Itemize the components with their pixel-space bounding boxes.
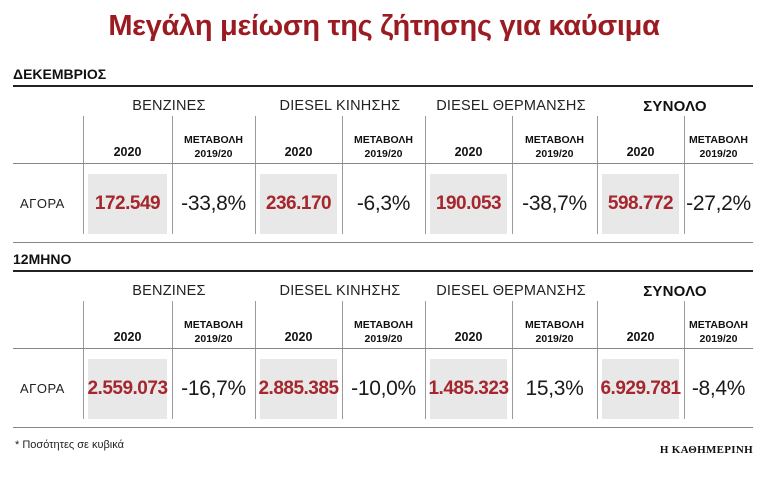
- change-header-line1: ΜΕΤΑΒΟΛΗ: [353, 134, 414, 146]
- change-cell: -16,7%: [181, 377, 246, 400]
- column-separator: [512, 301, 513, 419]
- change-header-line1: ΜΕΤΑΒΟΛΗ: [688, 134, 749, 146]
- column-separator: [83, 301, 84, 419]
- column-separator: [172, 116, 173, 234]
- column-separator: [597, 116, 598, 234]
- column-separator: [342, 116, 343, 234]
- column-separator: [255, 116, 256, 234]
- change-header: ΜΕΤΑΒΟΛΗ 2019/20: [512, 133, 597, 161]
- footnote: * Ποσότητες σε κυβικά: [15, 439, 124, 451]
- change-header-line1: ΜΕΤΑΒΟΛΗ: [353, 319, 414, 331]
- change-header: ΜΕΤΑΒΟΛΗ 2019/20: [684, 133, 753, 161]
- change-header-line2: 2019/20: [535, 148, 574, 160]
- column-group-header: DIESEL ΚΙΝΗΣΗΣ: [279, 283, 401, 299]
- column-separator: [425, 116, 426, 234]
- column-group-header: ΣΥΝΟΛΟ: [643, 283, 707, 300]
- row-label: ΑΓΟΡΑ: [20, 381, 65, 396]
- change-header: ΜΕΤΑΒΟΛΗ 2019/20: [172, 133, 255, 161]
- section-label: ΔΕΚΕΜΒΡΙΟΣ: [13, 66, 107, 82]
- change-header-line1: ΜΕΤΑΒΟΛΗ: [524, 134, 585, 146]
- year-header: 2020: [626, 330, 655, 344]
- change-header-line2: 2019/20: [364, 148, 403, 160]
- column-group-header: ΣΥΝΟΛΟ: [643, 98, 707, 115]
- change-cell: -33,8%: [181, 192, 246, 215]
- year-header: 2020: [284, 145, 313, 159]
- year-header: 2020: [454, 145, 483, 159]
- source-credit: Η ΚΑΘΗΜΕΡΙΝΗ: [659, 444, 753, 456]
- change-cell: -8,4%: [691, 377, 746, 400]
- value-cell: 236.170: [260, 174, 337, 234]
- column-separator: [512, 116, 513, 234]
- header-divider: [13, 348, 753, 349]
- column-group-header: DIESEL ΘΕΡΜΑΝΣΗΣ: [436, 98, 586, 114]
- column-separator: [83, 116, 84, 234]
- row-divider: [13, 427, 753, 428]
- change-header: ΜΕΤΑΒΟΛΗ 2019/20: [342, 133, 425, 161]
- change-header-line1: ΜΕΤΑΒΟΛΗ: [183, 134, 244, 146]
- year-header: 2020: [454, 330, 483, 344]
- change-cell: -27,2%: [686, 192, 751, 215]
- value-cell: 2.559.073: [87, 359, 168, 419]
- column-group-header: DIESEL ΚΙΝΗΣΗΣ: [279, 98, 401, 114]
- value-cell: 6.929.781: [600, 359, 681, 419]
- year-header: 2020: [113, 145, 142, 159]
- value-cell: 190.053: [430, 174, 507, 234]
- year-header: 2020: [626, 145, 655, 159]
- change-header-line2: 2019/20: [699, 333, 738, 345]
- column-separator: [172, 301, 173, 419]
- section-label: 12ΜΗΝΟ: [13, 251, 72, 267]
- year-header: 2020: [113, 330, 142, 344]
- year-header: 2020: [284, 330, 313, 344]
- column-separator: [684, 301, 685, 419]
- value-cell: 598.772: [602, 174, 679, 234]
- section-divider: [13, 270, 753, 272]
- column-separator: [255, 301, 256, 419]
- change-header-line2: 2019/20: [194, 333, 233, 345]
- section-divider: [13, 85, 753, 87]
- change-cell: 15,3%: [525, 377, 584, 400]
- change-header-line2: 2019/20: [699, 148, 738, 160]
- change-header: ΜΕΤΑΒΟΛΗ 2019/20: [342, 318, 425, 346]
- column-group-header: ΒΕΝΖΙΝΕΣ: [132, 283, 206, 299]
- change-header-line1: ΜΕΤΑΒΟΛΗ: [688, 319, 749, 331]
- change-header: ΜΕΤΑΒΟΛΗ 2019/20: [172, 318, 255, 346]
- column-separator: [684, 116, 685, 234]
- column-group-header: ΒΕΝΖΙΝΕΣ: [132, 98, 206, 114]
- value-cell: 172.549: [88, 174, 167, 234]
- column-separator: [425, 301, 426, 419]
- change-header: ΜΕΤΑΒΟΛΗ 2019/20: [684, 318, 753, 346]
- header-divider: [13, 163, 753, 164]
- change-header-line1: ΜΕΤΑΒΟΛΗ: [524, 319, 585, 331]
- change-header-line2: 2019/20: [194, 148, 233, 160]
- column-group-header: DIESEL ΘΕΡΜΑΝΣΗΣ: [436, 283, 586, 299]
- column-separator: [342, 301, 343, 419]
- change-header: ΜΕΤΑΒΟΛΗ 2019/20: [512, 318, 597, 346]
- value-cell: 1.485.323: [428, 359, 509, 419]
- column-separator: [597, 301, 598, 419]
- change-cell: -38,7%: [522, 192, 587, 215]
- change-header-line1: ΜΕΤΑΒΟΛΗ: [183, 319, 244, 331]
- change-header-line2: 2019/20: [364, 333, 403, 345]
- page-title: Μεγάλη μείωση της ζήτησης για καύσιμα: [108, 10, 660, 42]
- change-header-line2: 2019/20: [535, 333, 574, 345]
- change-cell: -10,0%: [351, 377, 416, 400]
- row-divider: [13, 242, 753, 243]
- change-cell: -6,3%: [356, 192, 411, 215]
- value-cell: 2.885.385: [258, 359, 339, 419]
- row-label: ΑΓΟΡΑ: [20, 196, 65, 211]
